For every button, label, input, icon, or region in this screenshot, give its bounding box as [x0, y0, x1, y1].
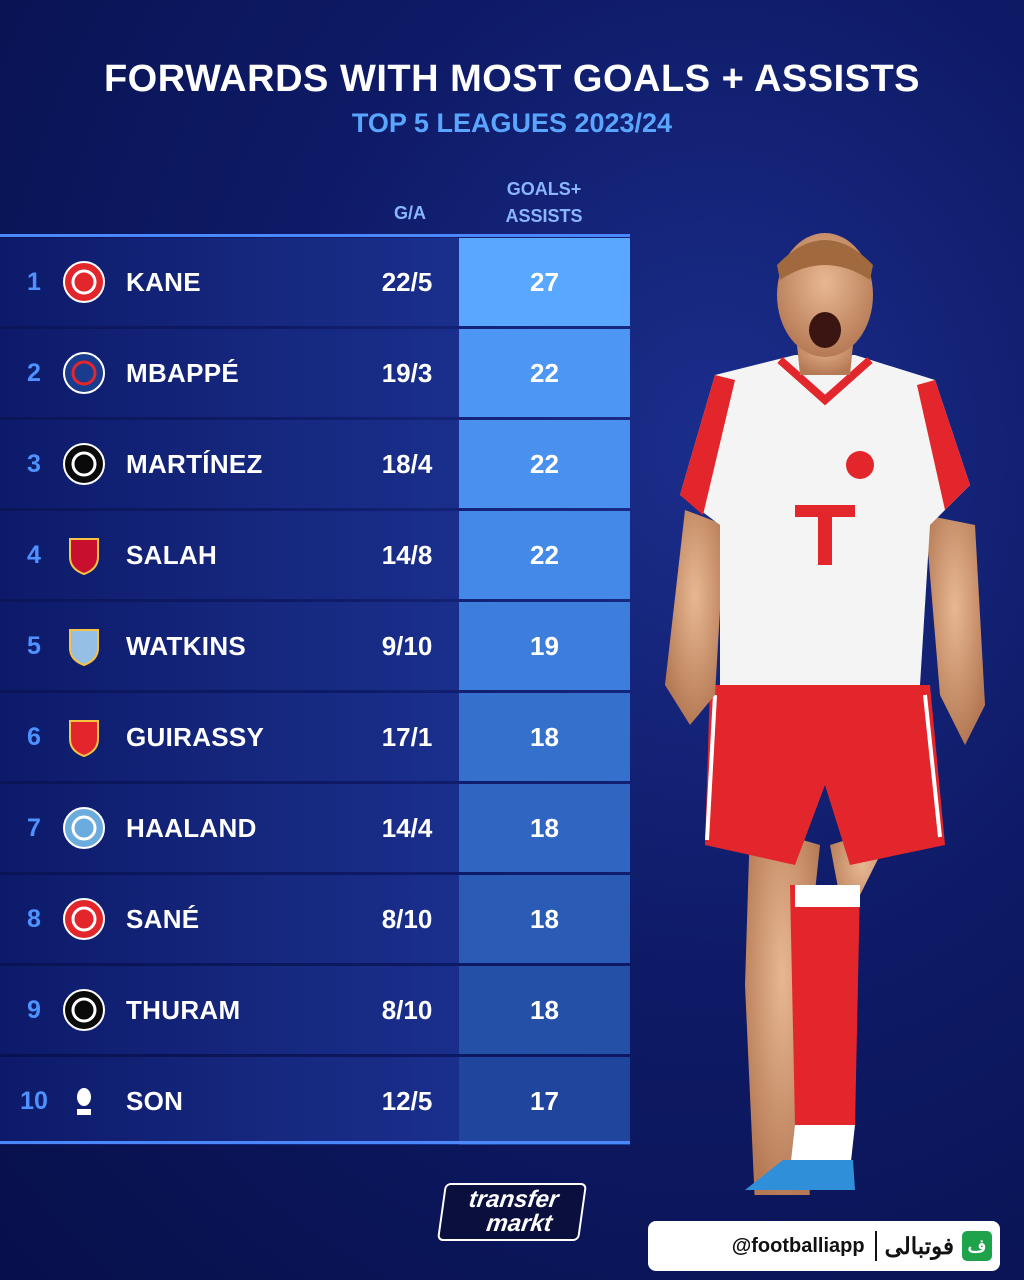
table-row: 4 SALAH 14/8 22 [0, 511, 630, 599]
goals-assists-split: 22/5 [381, 266, 433, 297]
page-title: FORWARDS WITH MOST GOALS + ASSISTS [103, 58, 921, 100]
goals-plus-assists-total: 18 [459, 784, 630, 872]
goals-plus-assists-total: 27 [459, 238, 630, 326]
table-row: 2 MBAPPÉ 19/3 22 [0, 329, 630, 417]
table-bottom-divider [0, 1141, 630, 1144]
goals-plus-assists-total: 19 [459, 602, 630, 690]
goals-assists-split: 9/10 [381, 630, 433, 661]
goals-assists-split: 8/10 [381, 903, 433, 934]
transfermarkt-logo: transfer markt [436, 1183, 588, 1241]
goals-assists-split: 17/1 [381, 721, 433, 752]
goals-assists-split: 14/4 [381, 812, 433, 843]
table-row: 9 THURAM 8/10 18 [0, 966, 630, 1054]
goals-plus-assists-total: 18 [459, 693, 630, 781]
player-name: MARTÍNEZ [126, 448, 263, 479]
goals-assists-split: 12/5 [381, 1085, 433, 1116]
page-subtitle: TOP 5 LEAGUES 2023/24 [351, 108, 673, 138]
transfermarkt-logo-line2: markt [484, 1210, 554, 1237]
goals-assists-split: 8/10 [381, 994, 433, 1025]
watermark-brand: فوتبالی [884, 1232, 954, 1259]
watermark: @footballiapp فوتبالی ف [648, 1221, 1000, 1271]
rank-number: 10 [20, 1086, 48, 1115]
inter-milan-crest-icon [63, 443, 105, 485]
bayern-munich-crest-icon [63, 261, 105, 303]
inter-milan-crest-icon [63, 989, 105, 1031]
manchester-city-crest-icon [63, 807, 105, 849]
table-row: 7 HAALAND 14/4 18 [0, 784, 630, 872]
table-row: 8 SANÉ 8/10 18 [0, 875, 630, 963]
rank-number: 1 [27, 267, 41, 296]
player-name: GUIRASSY [126, 721, 265, 752]
goals-plus-assists-total: 22 [459, 329, 630, 417]
aston-villa-crest-icon [69, 629, 99, 667]
rank-number: 6 [27, 722, 41, 751]
psg-crest-icon [63, 352, 105, 394]
player-name: SON [126, 1085, 184, 1116]
table-top-divider [0, 234, 630, 237]
player-name: SALAH [126, 539, 218, 570]
goals-assists-split: 19/3 [381, 357, 433, 388]
goals-assists-split: 14/8 [381, 539, 433, 570]
goals-plus-assists-total: 22 [459, 511, 630, 599]
rank-number: 2 [27, 358, 41, 387]
transfermarkt-logo-line1: transfer [467, 1186, 561, 1213]
table-row: 1 KANE 22/5 27 [0, 238, 630, 326]
table-row: 10 SON 12/5 17 [0, 1057, 630, 1145]
rank-number: 9 [27, 995, 41, 1024]
watermark-mark-icon: ف [962, 1231, 992, 1261]
player-name: HAALAND [126, 812, 257, 843]
goals-plus-assists-total: 17 [459, 1057, 630, 1145]
column-header-total: GOALS+ ASSISTS [505, 179, 583, 226]
tottenham-crest-icon [77, 1088, 91, 1115]
goals-assists-split: 18/4 [381, 448, 433, 479]
goals-plus-assists-total: 18 [459, 875, 630, 963]
player-name: KANE [126, 266, 201, 297]
bayern-munich-crest-icon [63, 898, 105, 940]
goals-plus-assists-total: 18 [459, 966, 630, 1054]
player-photo [665, 233, 985, 1195]
rank-number: 3 [27, 449, 41, 478]
player-name: MBAPPÉ [126, 357, 240, 388]
row-background [0, 1057, 459, 1145]
stuttgart-crest-icon [69, 720, 99, 758]
watermark-handle: @footballiapp [731, 1234, 865, 1257]
watermark-divider [874, 1231, 877, 1261]
rank-number: 7 [27, 813, 41, 842]
player-name: WATKINS [126, 630, 247, 661]
table-row: 3 MARTÍNEZ 18/4 22 [0, 420, 630, 508]
table-row: 5 WATKINS 9/10 19 [0, 602, 630, 690]
table-row: 6 GUIRASSY 17/1 18 [0, 693, 630, 781]
goals-plus-assists-total: 22 [459, 420, 630, 508]
liverpool-crest-icon [69, 538, 99, 576]
player-name: THURAM [126, 994, 241, 1025]
player-name: SANÉ [126, 903, 200, 934]
rank-number: 4 [27, 540, 41, 569]
rank-number: 8 [27, 904, 41, 933]
column-header-ga: G/A [393, 203, 426, 223]
rank-number: 5 [27, 631, 41, 660]
